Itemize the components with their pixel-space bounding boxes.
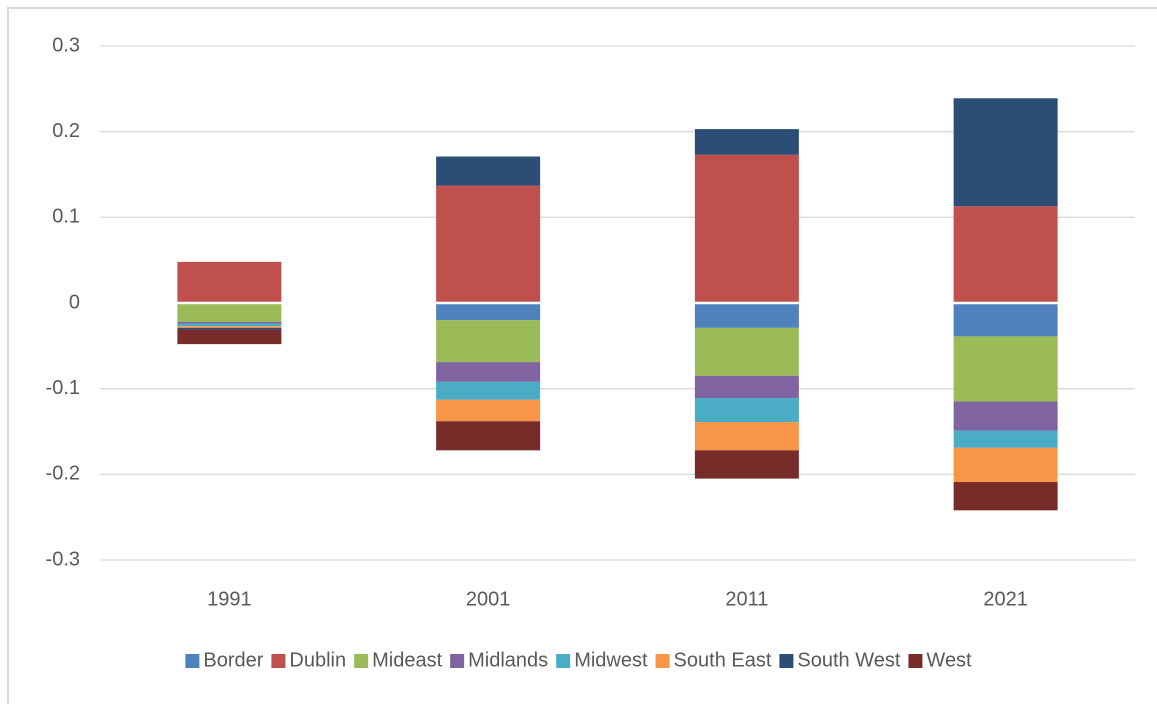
bar-segment (694, 327, 799, 376)
legend-label: Dublin (289, 649, 346, 671)
bar-segment (694, 129, 799, 155)
bar-segment (953, 206, 1058, 303)
bar-segment (436, 156, 541, 186)
bar-segment (177, 323, 282, 327)
bar-segment (694, 303, 799, 328)
bar-segment (953, 303, 1058, 337)
bar-segment (953, 401, 1058, 431)
y-tick-label: 0.1 (52, 206, 80, 228)
legend-label: Midlands (468, 649, 548, 671)
chart-frame (7, 7, 1157, 704)
bar-segment (436, 320, 541, 363)
bar-segment (436, 362, 541, 382)
legend-swatch (556, 654, 571, 668)
bar-segment (177, 329, 282, 345)
bar-segment (436, 399, 541, 422)
legend-swatch (185, 654, 200, 668)
legend-label: West (926, 649, 972, 671)
legend-label: South East (674, 649, 772, 671)
x-tick-label: 1991 (207, 588, 252, 610)
legend-label: Mideast (372, 649, 442, 671)
legend-swatch (354, 654, 369, 668)
bar-segment (177, 303, 282, 322)
bar-segment (436, 381, 541, 400)
legend-swatch (271, 654, 286, 668)
bar-segment (177, 327, 282, 330)
bar-segment (177, 321, 282, 324)
bar-segment (694, 422, 799, 451)
legend-swatch (655, 654, 670, 668)
y-tick-label: -0.3 (46, 548, 80, 570)
bar-segment (953, 98, 1058, 207)
y-tick-label: 0.3 (52, 34, 80, 56)
y-tick-label: 0.2 (52, 120, 80, 142)
legend-label: South West (797, 649, 900, 671)
legend-swatch (779, 654, 794, 668)
bar-segment (953, 447, 1058, 483)
y-tick-label: -0.2 (46, 463, 80, 485)
bar-segment (694, 154, 799, 303)
legend-swatch (908, 654, 923, 668)
x-tick-label: 2021 (983, 588, 1028, 610)
bar-segment (694, 398, 799, 423)
legend-label: Midwest (574, 649, 648, 671)
bar-segment (436, 303, 541, 321)
bar-segment (436, 421, 541, 451)
bar-segment (953, 430, 1058, 448)
x-tick-label: 2011 (725, 588, 768, 610)
legend-label: Border (203, 649, 263, 671)
bar-segment (436, 185, 541, 303)
y-tick-label: 0 (69, 291, 80, 313)
bar-segment (177, 326, 282, 328)
legend: Border Dublin Mideast Midlands Midwest South … (185, 649, 972, 671)
bar-segment (177, 261, 282, 303)
bar-segment (694, 450, 799, 479)
bar-segment (953, 336, 1058, 402)
y-tick-label: -0.1 (46, 377, 80, 399)
bar-segment (953, 482, 1058, 511)
bar-segment (694, 375, 799, 399)
x-tick-label: 2001 (466, 588, 511, 610)
legend-swatch (450, 654, 465, 668)
